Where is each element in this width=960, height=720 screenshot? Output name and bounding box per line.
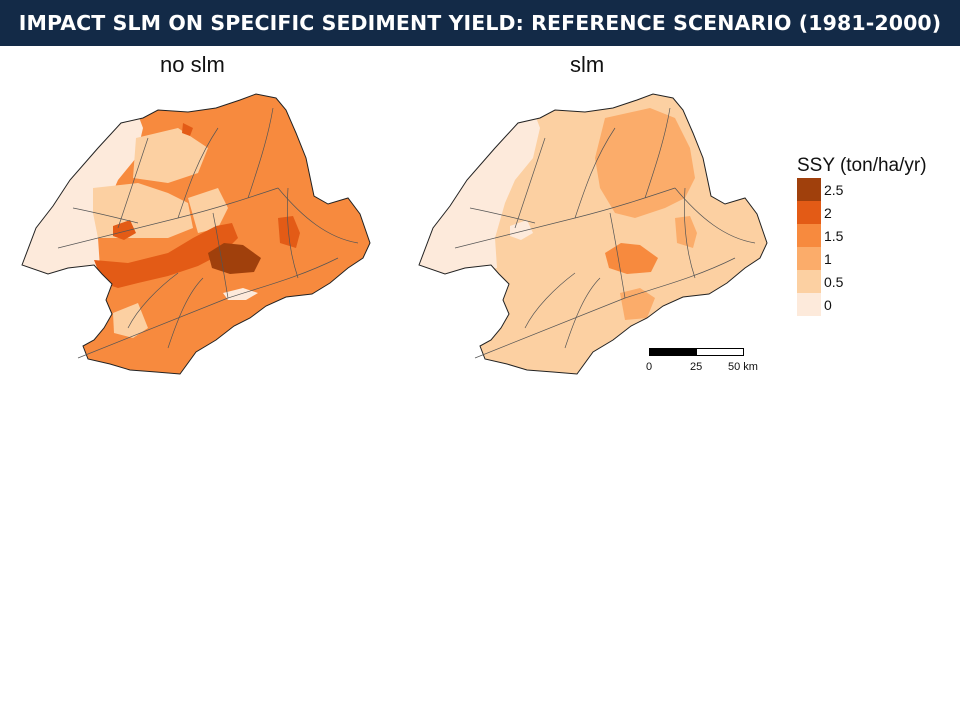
scale-label-25: 25 xyxy=(690,361,703,373)
zone-north-small xyxy=(182,123,193,136)
page-title: IMPACT SLM ON SPECIFIC SEDIMENT YIELD: R… xyxy=(18,11,942,35)
river-network xyxy=(57,107,359,359)
legend-swatch xyxy=(797,270,821,293)
map-slm xyxy=(418,93,768,375)
basin-outline xyxy=(418,93,768,375)
legend-item: 0 xyxy=(797,293,832,316)
zone-center xyxy=(188,188,228,233)
legend-label: 2 xyxy=(824,204,832,221)
zone-north-mid xyxy=(133,128,208,183)
map-title-no-slm: no slm xyxy=(160,52,225,77)
legend-swatch xyxy=(797,247,821,270)
legend-swatch xyxy=(797,224,821,247)
legend-label: 0 xyxy=(824,296,832,313)
legend-swatch xyxy=(797,201,821,224)
map-title-slm: slm xyxy=(570,52,605,77)
zone-dark xyxy=(208,243,261,274)
legend-label: 1.5 xyxy=(824,227,844,244)
scale-label-0: 0 xyxy=(646,361,653,373)
legend-swatch xyxy=(797,178,821,201)
scale-bar-track xyxy=(649,348,744,356)
legend-item: 2 xyxy=(797,201,832,224)
zone-southwest xyxy=(113,303,148,338)
zone-central-band xyxy=(94,223,238,288)
zone-east xyxy=(278,216,300,248)
legend-item: 2.5 xyxy=(797,178,843,201)
legend-label: 0.5 xyxy=(824,273,844,290)
zone-center xyxy=(605,243,658,274)
zone-east xyxy=(675,216,697,248)
zone-south xyxy=(620,288,655,320)
legend-item: 1.5 xyxy=(797,224,843,247)
legend-item: 1 xyxy=(797,247,832,270)
scale-bar-fill xyxy=(650,349,697,355)
legend-swatch xyxy=(797,293,821,316)
zone-north-east xyxy=(595,108,695,218)
title-bar: IMPACT SLM ON SPECIFIC SEDIMENT YIELD: R… xyxy=(0,0,960,46)
map-no-slm xyxy=(21,93,371,375)
river-network xyxy=(454,107,756,359)
basin-outline xyxy=(21,93,371,375)
scale-bar: 0 25 50 km xyxy=(645,347,765,377)
legend-label: 2.5 xyxy=(824,181,844,198)
scale-label-50: 50 km xyxy=(728,361,758,373)
legend-item: 0.5 xyxy=(797,270,843,293)
legend-title: SSY (ton/ha/yr) xyxy=(797,155,927,176)
legend-label: 1 xyxy=(824,250,832,267)
